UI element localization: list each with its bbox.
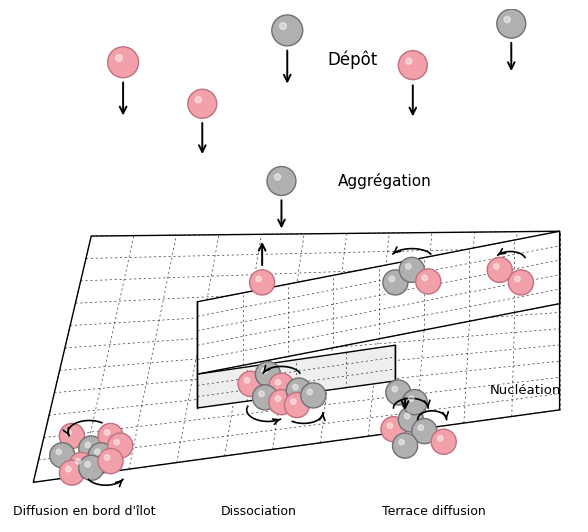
Circle shape — [406, 58, 412, 64]
Circle shape — [399, 439, 405, 445]
Circle shape — [387, 423, 393, 428]
Circle shape — [275, 396, 280, 402]
Circle shape — [275, 379, 280, 385]
Text: Terrace diffusion: Terrace diffusion — [382, 505, 486, 518]
Circle shape — [437, 436, 443, 441]
Circle shape — [108, 47, 139, 78]
Circle shape — [188, 89, 217, 118]
Text: Dissociation: Dissociation — [220, 505, 296, 518]
Circle shape — [286, 378, 312, 403]
Circle shape — [256, 276, 262, 281]
Circle shape — [416, 269, 441, 294]
Circle shape — [389, 276, 395, 281]
Circle shape — [252, 385, 278, 410]
Circle shape — [66, 467, 71, 472]
Circle shape — [108, 433, 133, 458]
Text: Diffusion en bord d'îlot: Diffusion en bord d'îlot — [13, 505, 156, 518]
Circle shape — [244, 378, 250, 383]
Circle shape — [285, 393, 309, 418]
Circle shape — [79, 455, 104, 480]
Text: Nucléation: Nucléation — [490, 384, 562, 397]
Circle shape — [409, 396, 414, 402]
Circle shape — [504, 16, 510, 23]
Circle shape — [274, 174, 280, 180]
Circle shape — [88, 443, 113, 468]
Circle shape — [269, 389, 294, 415]
Circle shape — [85, 462, 91, 467]
Circle shape — [85, 442, 91, 448]
Circle shape — [66, 430, 71, 435]
Circle shape — [59, 423, 85, 448]
Circle shape — [307, 389, 313, 395]
Circle shape — [431, 429, 456, 454]
Circle shape — [75, 459, 81, 464]
Circle shape — [386, 380, 411, 405]
Circle shape — [405, 413, 410, 419]
Circle shape — [262, 368, 267, 373]
Polygon shape — [198, 231, 560, 374]
Circle shape — [98, 448, 123, 473]
Circle shape — [493, 263, 499, 269]
Circle shape — [269, 373, 294, 398]
Circle shape — [104, 430, 110, 435]
Circle shape — [255, 362, 280, 387]
Circle shape — [56, 449, 62, 454]
Polygon shape — [198, 345, 395, 408]
Circle shape — [259, 391, 264, 396]
Circle shape — [381, 417, 406, 442]
Polygon shape — [34, 231, 560, 483]
Circle shape — [115, 54, 122, 61]
Circle shape — [50, 443, 75, 468]
Circle shape — [195, 96, 202, 103]
Circle shape — [104, 455, 110, 460]
Circle shape — [392, 386, 397, 392]
Circle shape — [497, 9, 526, 38]
Circle shape — [272, 15, 303, 46]
Circle shape — [393, 433, 417, 458]
Circle shape — [422, 275, 427, 281]
Circle shape — [290, 399, 296, 404]
Circle shape — [402, 389, 427, 415]
Circle shape — [398, 51, 427, 80]
Circle shape — [69, 452, 94, 478]
Text: Dépôt: Dépôt — [328, 50, 378, 69]
Circle shape — [95, 449, 100, 454]
Text: Aggrégation: Aggrégation — [338, 173, 431, 189]
Circle shape — [514, 276, 520, 281]
Circle shape — [399, 257, 425, 282]
Circle shape — [383, 270, 408, 295]
Circle shape — [59, 460, 85, 485]
Circle shape — [487, 257, 512, 282]
Circle shape — [279, 23, 286, 29]
Circle shape — [98, 423, 123, 448]
Circle shape — [406, 263, 411, 269]
Circle shape — [249, 270, 275, 295]
Circle shape — [267, 167, 296, 195]
Circle shape — [79, 436, 104, 461]
Circle shape — [238, 371, 263, 396]
Circle shape — [412, 419, 437, 444]
Circle shape — [509, 270, 533, 295]
Circle shape — [293, 384, 298, 390]
Circle shape — [114, 439, 119, 445]
Circle shape — [301, 383, 326, 408]
Circle shape — [398, 407, 423, 432]
Circle shape — [418, 425, 423, 430]
